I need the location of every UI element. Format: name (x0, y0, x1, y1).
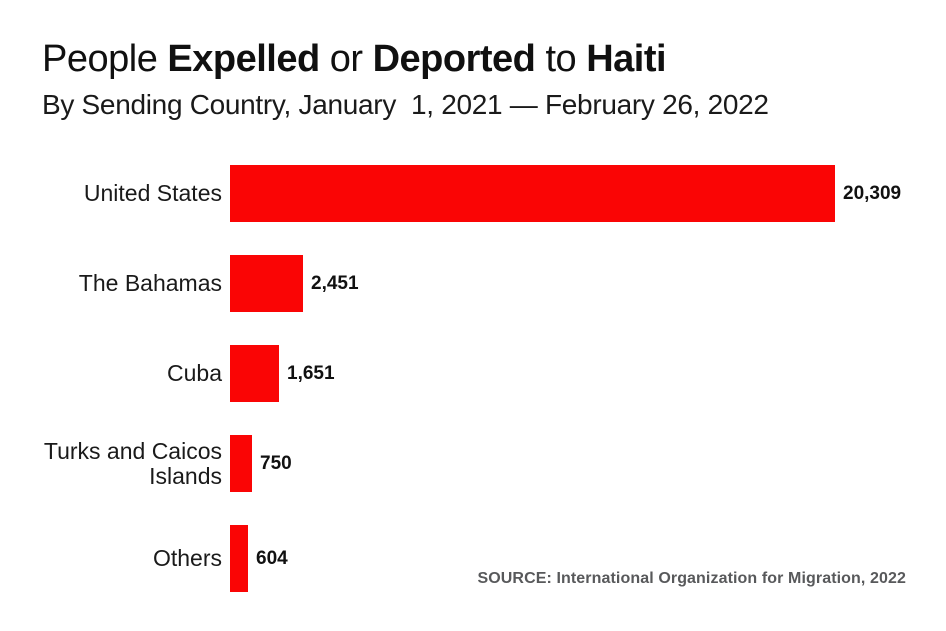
chart-title: People Expelled or Deported to Haiti (42, 38, 667, 82)
source-attribution: SOURCE: International Organization for M… (477, 570, 906, 587)
title-segment-expelled: Expelled (167, 38, 320, 80)
bar-others (230, 525, 248, 592)
title-segment-deported: Deported (372, 38, 536, 80)
bar-cuba (230, 345, 279, 402)
category-label-united-states: United States (83, 180, 222, 207)
bar-row-united-states: United States 20,309 (0, 165, 946, 222)
title-segment-people: People (42, 38, 168, 80)
bar-row-turks-and-caicos-islands: Turks and Caicos Islands 750 (0, 435, 946, 492)
bar-chart: United States 20,309 The Bahamas 2,451 C… (0, 165, 946, 595)
bar-the-bahamas (230, 255, 303, 312)
title-segment-haiti: Haiti (586, 38, 667, 80)
chart-subtitle: By Sending Country, January 1, 2021 — Fe… (42, 89, 769, 120)
title-segment-to: to (535, 38, 587, 80)
bar-row-cuba: Cuba 1,651 (0, 345, 946, 402)
category-label-cuba: Cuba (167, 360, 222, 387)
bar-turks-and-caicos-islands (230, 435, 252, 492)
category-label-the-bahamas: The Bahamas (78, 270, 222, 297)
bar-united-states (230, 165, 835, 222)
title-segment-or: or (319, 38, 373, 80)
value-label-cuba: 1,651 (287, 362, 335, 384)
value-label-turks-and-caicos-islands: 750 (260, 452, 292, 474)
value-label-the-bahamas: 2,451 (311, 272, 359, 294)
category-label-others: Others (152, 545, 222, 572)
category-label-turks-and-caicos-islands: Turks and Caicos Islands (43, 437, 222, 489)
bar-row-the-bahamas: The Bahamas 2,451 (0, 255, 946, 312)
bar-row-others: Others 604 (0, 525, 946, 592)
value-label-others: 604 (256, 547, 288, 569)
value-label-united-states: 20,309 (843, 182, 902, 204)
